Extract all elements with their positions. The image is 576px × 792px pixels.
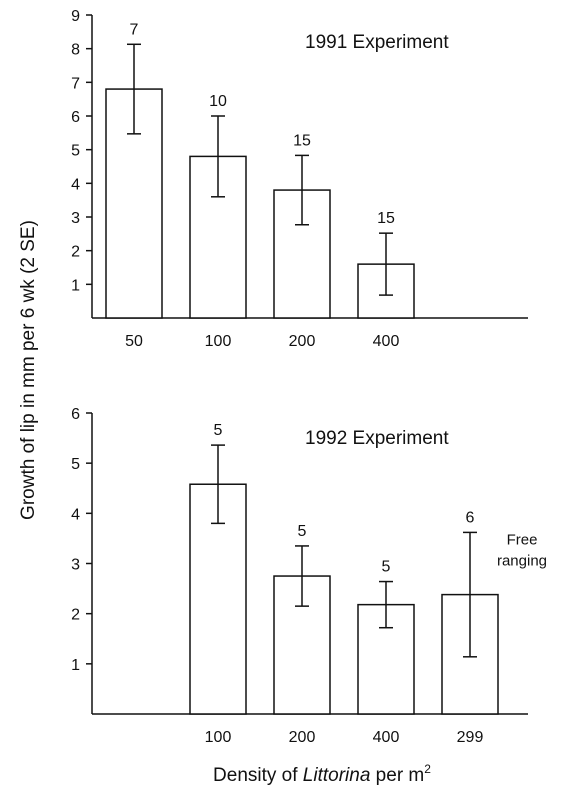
x-tick-label: 200 (289, 729, 316, 746)
sample-size-label: 15 (377, 210, 395, 227)
x-tick-label: 400 (373, 729, 400, 746)
y-tick-label: 3 (71, 557, 80, 574)
x-tick-label: 200 (289, 333, 316, 350)
x-tick-label: 400 (373, 333, 400, 350)
y-tick-label: 2 (71, 607, 80, 624)
y-tick-label: 5 (71, 143, 80, 160)
y-tick-label: 3 (71, 210, 80, 227)
y-tick-label: 4 (71, 506, 80, 523)
panel-1992: 1 2 3 4 5 6 1992 Experiment 100 5 200 5 400 5 299 6 Fre… (71, 406, 547, 746)
x-tick-label: 50 (125, 333, 143, 350)
bar-annotation: Free (507, 531, 538, 548)
sample-size-label: 5 (382, 559, 391, 576)
y-tick-label: 6 (71, 406, 80, 423)
sample-size-label: 6 (466, 509, 475, 526)
x-axis-label-suffix: per m (370, 765, 424, 786)
x-tick-label: 100 (205, 333, 232, 350)
x-axis-label: Density of Littorina per m2 (213, 762, 431, 786)
sample-size-label: 5 (298, 523, 307, 540)
y-tick-label: 6 (71, 109, 80, 126)
y-tick-label: 1 (71, 657, 80, 674)
y-tick-label: 2 (71, 244, 80, 261)
x-tick-label: 100 (205, 729, 232, 746)
x-axis-label-superscript: 2 (424, 762, 431, 776)
x-tick-label: 299 (457, 729, 484, 746)
sample-size-label: 5 (214, 422, 223, 439)
sample-size-label: 10 (209, 93, 227, 110)
y-axis-label: Growth of lip in mm per 6 wk (2 SE) (18, 220, 39, 520)
sample-size-label: 15 (293, 132, 311, 149)
chart-title: 1991 Experiment (305, 32, 449, 53)
y-tick-label: 7 (71, 75, 80, 92)
y-tick-label: 9 (71, 8, 80, 25)
y-tick-label: 5 (71, 456, 80, 473)
y-tick-label: 8 (71, 42, 80, 59)
bar-annotation: ranging (497, 552, 547, 569)
chart-title: 1992 Experiment (305, 428, 449, 449)
x-axis-label-italic: Littorina (303, 765, 371, 786)
sample-size-label: 7 (130, 21, 139, 38)
y-tick-label: 4 (71, 176, 80, 193)
y-tick-label: 1 (71, 277, 80, 294)
panel-1991: 1 2 3 4 5 6 7 8 9 1991 Experiment 50 7 100 10 200 15 400… (71, 8, 528, 350)
x-axis-label-prefix: Density of (213, 765, 303, 786)
